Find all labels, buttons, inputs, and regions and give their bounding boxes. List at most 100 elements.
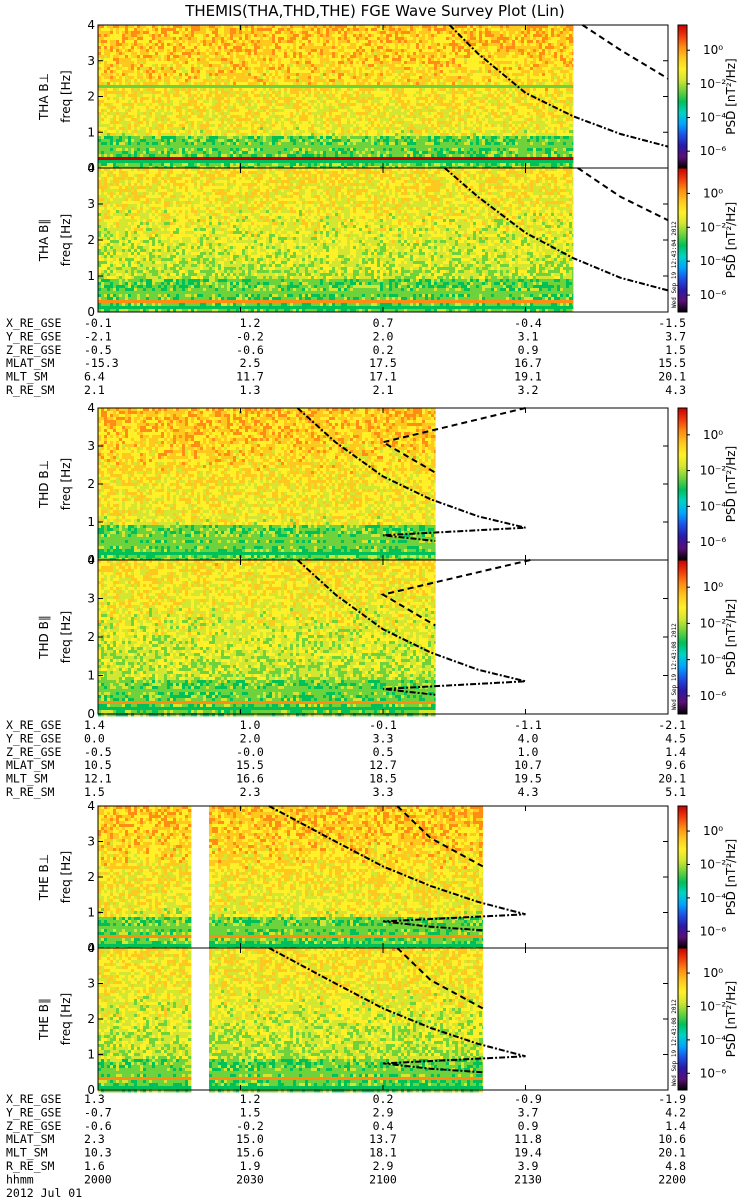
dashed-frequency-curve bbox=[577, 167, 669, 222]
ephemeris-value: 20.1 bbox=[658, 1146, 686, 1160]
panel-yunit: freq [Hz] bbox=[59, 851, 73, 903]
dashdot-frequency-curve bbox=[296, 559, 526, 696]
ephemeris-value: 2.0 bbox=[240, 731, 261, 745]
ephemeris-value: 3.9 bbox=[518, 1159, 539, 1173]
panel-yunit: freq [Hz] bbox=[59, 458, 73, 510]
ephemeris-value: 2.1 bbox=[373, 383, 394, 397]
ephemeris-value: -1.1 bbox=[514, 718, 542, 732]
ephemeris-row-label: MLT_SM bbox=[6, 1146, 48, 1160]
ephemeris-row-label: MLAT_SM bbox=[6, 356, 55, 370]
ephemeris-row-label: Y_RE_GSE bbox=[6, 1105, 61, 1119]
colorbar-label: PSD [nT²/Hz] bbox=[724, 981, 738, 1057]
ephemeris-value: 16.6 bbox=[236, 772, 264, 786]
y-tick-label: 1 bbox=[87, 669, 95, 683]
colorbar-tick-label: 10⁻⁶ bbox=[700, 144, 727, 158]
dashdot-frequency-curve bbox=[268, 947, 526, 1074]
ephemeris-value: 2.9 bbox=[373, 1159, 394, 1173]
colorbar: 10⁰ 10⁻² 10⁻⁴ 10⁻⁶ PSD [nT²/Hz] bbox=[677, 805, 738, 949]
y-tick-label: 3 bbox=[87, 835, 95, 849]
colorbar: 10⁰ 10⁻² 10⁻⁴ 10⁻⁶ PSD [nT²/Hz] bbox=[677, 407, 738, 561]
ephemeris-value: 10.6 bbox=[658, 1132, 686, 1146]
ephemeris-value: 1.3 bbox=[240, 383, 261, 397]
spectrogram-panel: 0 1 2 3 4 THD B⊥ freq [Hz] 10⁰ 10⁻² 10⁻⁴ 10⁻⁶ PSD [… bbox=[37, 401, 738, 567]
ephemeris-value: -0.6 bbox=[236, 343, 264, 357]
ephemeris-value: 1.0 bbox=[518, 745, 539, 759]
panel-ylabel: THE B∥ bbox=[37, 998, 51, 1041]
ephemeris-value: 18.5 bbox=[369, 772, 397, 786]
ephemeris-value: 1.4 bbox=[665, 745, 686, 759]
ephemeris-value: 0.5 bbox=[373, 745, 394, 759]
y-tick-label: 4 bbox=[87, 401, 95, 415]
ephemeris-row-label: Y_RE_GSE bbox=[6, 731, 61, 745]
ephemeris-value: 4.2 bbox=[665, 1105, 686, 1119]
ephemeris-value: 2.5 bbox=[240, 356, 261, 370]
ephemeris-value: 15.5 bbox=[658, 356, 686, 370]
plot-title: THEMIS(THA,THD,THE) FGE Wave Survey Plot… bbox=[0, 2, 750, 20]
y-tick-label: 2 bbox=[87, 630, 95, 644]
colorbar-tick-label: 10⁻⁶ bbox=[700, 288, 727, 302]
y-tick-label: 0 bbox=[87, 707, 95, 721]
colorbar: 10⁰ 10⁻² 10⁻⁴ 10⁻⁶ PSD [nT²/Hz] bbox=[677, 24, 738, 169]
ephemeris-row-label: MLT_SM bbox=[6, 370, 48, 384]
ephemeris-value: 10.5 bbox=[84, 758, 112, 772]
panel-ylabel: THD B∥ bbox=[37, 615, 51, 660]
colorbar-tick-label: 10⁻⁶ bbox=[700, 535, 727, 549]
timestamp-stamp: Wed Sep 19 12:43:08 2012 bbox=[671, 623, 678, 710]
panel-yunit: freq [Hz] bbox=[59, 70, 73, 122]
colorbar-tick-label: 10⁻² bbox=[700, 77, 727, 91]
colorbar-label: PSD [nT²/Hz] bbox=[724, 202, 738, 278]
y-tick-label: 4 bbox=[87, 941, 95, 955]
ephemeris-value: 15.6 bbox=[236, 1146, 264, 1160]
probe-group-the: 0 1 2 3 4 THE B⊥ freq [Hz] 10⁰ 10⁻² 10⁻⁴ 10⁻⁶ PSD [… bbox=[6, 799, 738, 1200]
ephemeris-row-label: R_RE_SM bbox=[6, 1159, 55, 1173]
spectrogram-panel: 0 1 2 3 4 THD B∥ freq [Hz] 10⁰ 10⁻² 10⁻⁴ 10⁻⁶ PSD [… bbox=[37, 553, 738, 721]
spectrogram-panel: 0 1 2 3 4 THA B⊥ freq [Hz] 10⁰ 10⁻² 10⁻⁴ 10⁻⁶ PSD [… bbox=[37, 18, 738, 175]
panel-ylabel: THA B⊥ bbox=[37, 73, 51, 121]
y-tick-label: 3 bbox=[87, 197, 95, 211]
ephemeris-value: 19.1 bbox=[514, 370, 542, 384]
colorbar-label: PSD [nT²/Hz] bbox=[724, 58, 738, 134]
timestamp-stamp: Wed Sep 19 12:43:04 2012 bbox=[671, 221, 678, 308]
ephemeris-value: -1.9 bbox=[658, 1092, 686, 1106]
colorbar: 10⁰ 10⁻² 10⁻⁴ 10⁻⁶ PSD [nT²/Hz] Wed Sep 19 12… bbox=[671, 559, 738, 715]
ephemeris-value: 2100 bbox=[369, 1172, 397, 1186]
ephemeris-table: X_RE_GSE 1.3 1.2 0.2 -0.9 -1.9 Y_RE_GSE -0.7 1.5… bbox=[6, 1092, 686, 1200]
ephemeris-value: 1.6 bbox=[84, 1159, 105, 1173]
ephemeris-value: 0.0 bbox=[84, 731, 105, 745]
ephemeris-value: 0.2 bbox=[373, 1092, 394, 1106]
y-tick-label: 3 bbox=[87, 439, 95, 453]
colorbar-tick-label: 10⁻² bbox=[700, 616, 727, 630]
ephemeris-value: -0.5 bbox=[84, 343, 112, 357]
colorbar: 10⁰ 10⁻² 10⁻⁴ 10⁻⁶ PSD [nT²/Hz] Wed Sep 19 12… bbox=[671, 947, 738, 1091]
ephemeris-value: 0.4 bbox=[373, 1119, 394, 1133]
ephemeris-value: 2.3 bbox=[240, 785, 261, 799]
ephemeris-value: 10.7 bbox=[514, 758, 542, 772]
y-tick-label: 1 bbox=[87, 269, 95, 283]
y-tick-label: 3 bbox=[87, 977, 95, 991]
dashed-frequency-curve bbox=[396, 947, 484, 1010]
ephemeris-row-label: Y_RE_GSE bbox=[6, 329, 61, 343]
panel-ylabel: THA B∥ bbox=[37, 219, 51, 263]
colorbar-tick-label: 10⁻² bbox=[700, 220, 727, 234]
probe-group-tha: 0 1 2 3 4 THA B⊥ freq [Hz] 10⁰ 10⁻² 10⁻⁴ 10⁻⁶ PSD [… bbox=[6, 18, 738, 397]
ephemeris-value: 4.5 bbox=[665, 731, 686, 745]
ephemeris-value: 4.3 bbox=[665, 383, 686, 397]
ephemeris-value: 2000 bbox=[84, 1172, 112, 1186]
ephemeris-value: 6.4 bbox=[84, 370, 105, 384]
dashed-frequency-curve bbox=[396, 805, 484, 868]
ephemeris-value: 20.1 bbox=[658, 370, 686, 384]
ephemeris-value: -0.1 bbox=[369, 718, 397, 732]
colorbar-label: PSD [nT²/Hz] bbox=[724, 446, 738, 522]
ephemeris-value: 2.1 bbox=[84, 383, 105, 397]
ephemeris-value: 12.1 bbox=[84, 772, 112, 786]
dashdot-frequency-curve bbox=[296, 407, 526, 542]
ephemeris-value: 9.6 bbox=[665, 758, 686, 772]
colorbar-tick-label: 10⁰ bbox=[703, 824, 723, 838]
dashdot-frequency-curve bbox=[268, 805, 526, 932]
ephemeris-value: 1.2 bbox=[240, 316, 261, 330]
colorbar-tick-label: 10⁻⁶ bbox=[700, 1066, 727, 1080]
colorbar-tick-label: 10⁻⁴ bbox=[700, 111, 727, 125]
date-label: 2012 Jul 01 bbox=[6, 1186, 82, 1200]
colorbar-tick-label: 10⁻⁶ bbox=[700, 924, 727, 938]
